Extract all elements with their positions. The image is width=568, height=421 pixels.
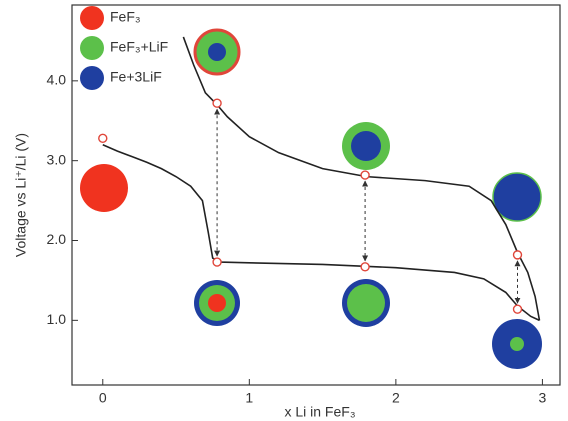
legend-label: Fe+3LiF (110, 69, 162, 85)
state-marker (212, 98, 222, 108)
curve (102, 143, 540, 322)
x-tick-label: 2 (392, 390, 400, 406)
x-tick-label: 0 (99, 390, 107, 406)
y-tick-label: 3.0 (47, 151, 67, 167)
x-tick-label: 1 (245, 390, 253, 406)
state-marker (212, 257, 222, 267)
x-tick-label: 3 (539, 390, 547, 406)
legend-swatch (80, 36, 104, 60)
legend-swatch (80, 6, 104, 30)
legend-label: FeF₃ (110, 9, 141, 25)
state-marker (360, 170, 370, 180)
state-marker (360, 262, 370, 272)
y-axis-title: Voltage vs Li⁺/Li (V) (13, 133, 29, 257)
plot-frame (71, 4, 561, 386)
y-tick-label: 4.0 (47, 72, 67, 88)
curve (182, 36, 541, 321)
state-marker (512, 304, 523, 314)
y-tick-label: 1.0 (47, 311, 67, 327)
y-tick-label: 2.0 (47, 231, 67, 247)
state-marker (98, 133, 108, 144)
x-axis-title: x Li in FeF₃ (284, 404, 355, 420)
legend-label: FeF₃+LiF (110, 39, 168, 55)
legend-swatch (80, 66, 104, 90)
state-marker (512, 250, 523, 260)
particles (80, 28, 542, 369)
